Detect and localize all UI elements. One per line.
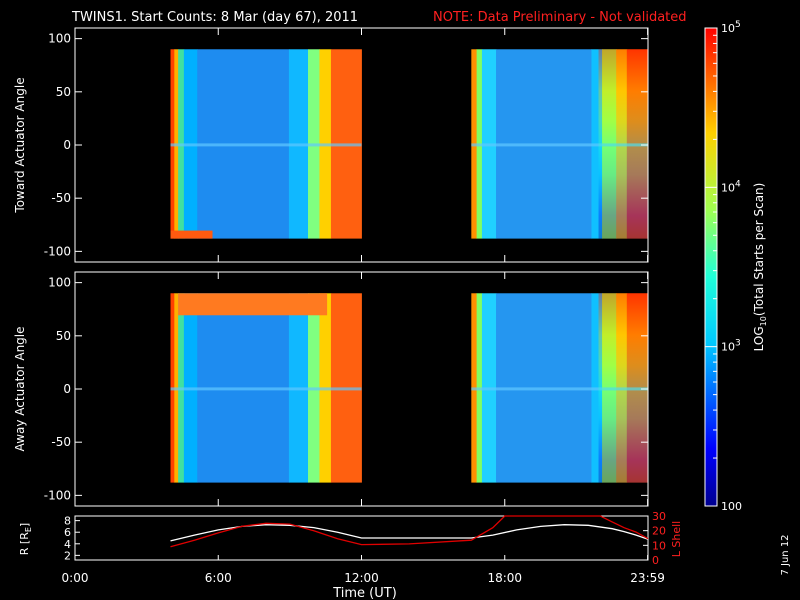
colorbar-gradient <box>705 28 717 506</box>
y-tick-label: 50 <box>56 329 71 343</box>
colorbar-tick-label: 104 <box>721 179 741 194</box>
y-tick-label: -100 <box>44 488 71 502</box>
x-tick-label: 6:00 <box>205 571 232 585</box>
r-series-line <box>170 524 649 542</box>
toward-ylabel: Toward Actuator Angle <box>13 77 27 213</box>
colorbar-tick-label: 105 <box>721 20 741 35</box>
x-axis-label: Time (UT) <box>332 586 397 600</box>
away-heatmap-blocks <box>170 293 649 483</box>
x-tick-label: 23:59 <box>630 571 665 585</box>
orbit-x-ticks: 0:00 6:00 12:00 18:00 23:59 <box>62 555 665 585</box>
figure-title: TWINS1. Start Counts: 8 Mar (day 67), 20… <box>71 10 358 25</box>
toward-x-ticks <box>74 28 649 262</box>
orbit-right-tick-label: 10 <box>652 539 666 552</box>
orbit-left-tick-label: 2 <box>64 549 71 562</box>
zero-angle-band <box>170 387 362 391</box>
colorbar-tick-label: 103 <box>721 339 741 354</box>
y-tick-label: 50 <box>56 85 71 99</box>
y-tick-label: -50 <box>51 435 71 449</box>
x-tick-label: 0:00 <box>62 571 89 585</box>
upper-edge-band <box>178 293 328 316</box>
colorbar: 105 104 103 100 LOG10(Total Starts per Scan… <box>704 20 768 513</box>
zero-angle-band <box>170 143 362 147</box>
orbit-left-tick-label: 8 <box>64 515 71 528</box>
toward-y-ticks: -100 -50 0 50 100 <box>44 32 648 258</box>
toward-angle-panel: -100 -50 0 50 100 Toward Actuator Angle <box>13 27 649 263</box>
toward-heatmap-blocks <box>170 49 649 239</box>
colorbar-tick-label: 100 <box>721 500 742 513</box>
orbit-right-tick-label: 20 <box>652 525 666 538</box>
preliminary-note: NOTE: Data Preliminary - Not validated <box>433 10 687 25</box>
away-ylabel: Away Actuator Angle <box>13 326 27 451</box>
date-stamp: 7 Jun 12 <box>780 534 791 575</box>
orbit-left-ylabel: R [RE] <box>18 523 33 555</box>
y-tick-label: 100 <box>48 276 71 290</box>
y-tick-label: 100 <box>48 32 71 46</box>
away-y-ticks: -100 -50 0 50 100 <box>44 276 648 502</box>
x-tick-label: 18:00 <box>487 571 522 585</box>
noisy-region <box>598 293 648 483</box>
y-tick-label: -50 <box>51 191 71 205</box>
orbit-left-tick-label: 6 <box>64 526 71 539</box>
colorbar-ticks: 105 104 103 100 <box>705 20 742 513</box>
lshell-series-line <box>170 515 649 548</box>
orbit-left-tick-label: 4 <box>64 538 71 551</box>
y-tick-label: -100 <box>44 244 71 258</box>
zero-angle-band <box>471 387 648 391</box>
away-x-ticks <box>74 272 649 506</box>
colorbar-title: LOG10(Total Starts per Scan) <box>752 183 768 352</box>
orbit-right-ylabel: L Shell <box>670 521 683 557</box>
away-angle-panel: -100 -50 0 50 100 Away Actuator Angle <box>13 271 649 507</box>
orbit-right-tick-label: 30 <box>652 510 666 523</box>
x-tick-label: 12:00 <box>344 571 379 585</box>
y-tick-label: 0 <box>63 138 71 152</box>
noisy-region <box>598 49 648 239</box>
zero-angle-band <box>471 143 648 147</box>
lower-edge-band <box>170 230 213 239</box>
y-tick-label: 0 <box>63 382 71 396</box>
orbit-right-tick-label: 0 <box>652 554 659 567</box>
